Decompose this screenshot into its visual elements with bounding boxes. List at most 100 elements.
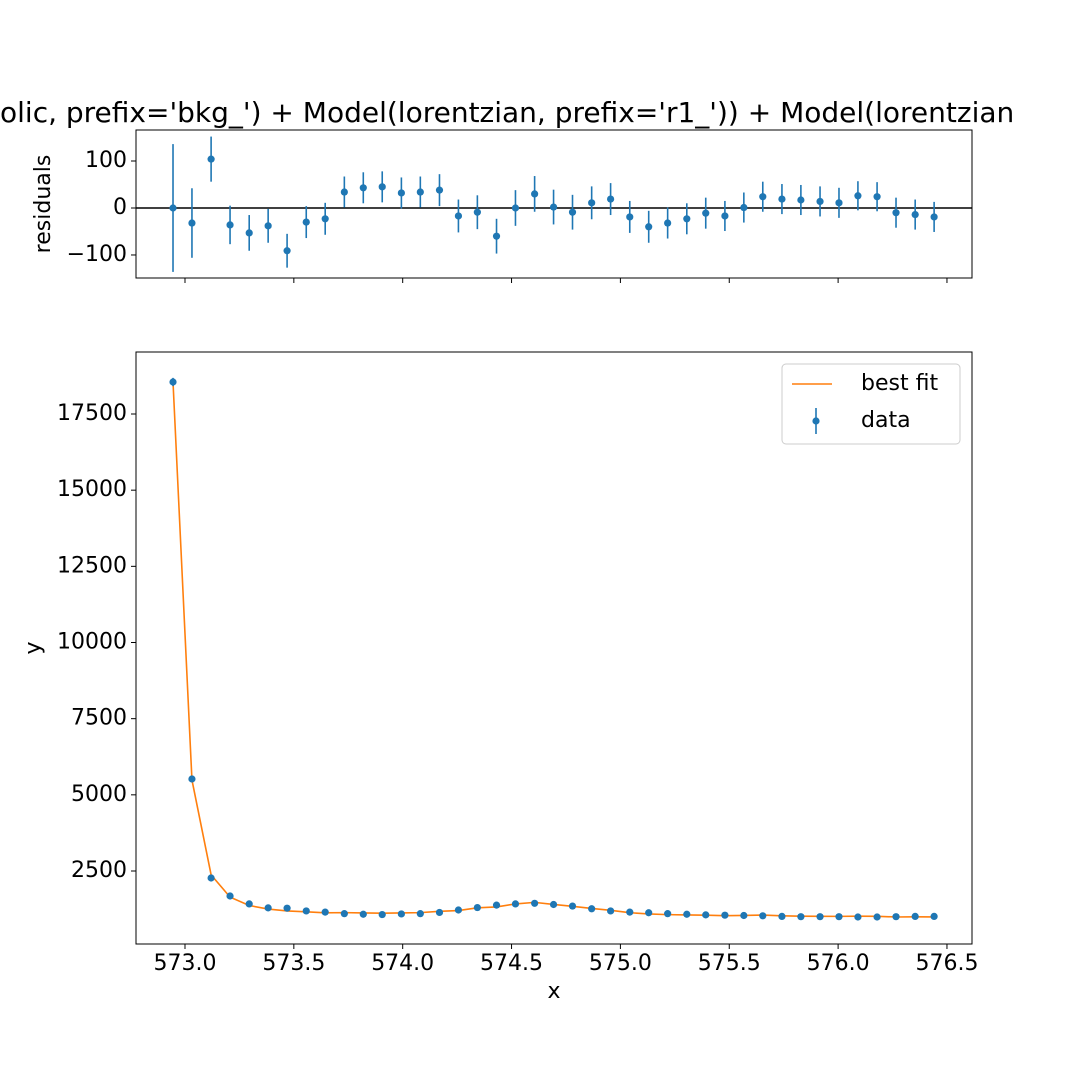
y-axis-label: residuals [31,155,56,254]
data-point [321,908,329,916]
y-tick-label: 12500 [57,553,127,578]
data-point [683,910,691,918]
data-point [378,183,386,191]
y-tick-label: 100 [85,148,127,173]
y-tick-label: 10000 [57,630,127,655]
data-point [588,199,596,207]
data-point [797,913,805,921]
data-point [169,204,177,212]
data-point [816,197,824,206]
data-point [454,906,463,914]
data-point [188,775,196,783]
data-point [626,213,634,221]
data-point [759,193,767,201]
data-point [835,913,843,921]
data-point [930,213,938,221]
data-point [435,186,444,194]
axes-frame [135,351,973,945]
x-axis-label: x [547,979,560,1004]
data-point [892,913,900,921]
data-point [188,219,196,227]
data-point [226,221,234,229]
data-point [702,911,710,919]
data-point [778,912,786,920]
data-point [759,912,767,920]
data-point [511,204,520,212]
data-point [911,210,919,219]
data-point [892,209,900,217]
x-tick-label: 575.5 [698,951,761,976]
legend-label: data [861,408,911,433]
data-point [854,192,862,200]
legend-marker [812,417,820,425]
y-tick-label: 2500 [71,858,127,883]
data-point [873,193,881,201]
data-point [340,188,348,196]
data-point [245,900,253,908]
x-tick-label: 576.5 [915,951,978,976]
data-point [378,910,386,919]
data-point [492,901,501,909]
y-tick-label: 7500 [71,706,127,731]
data-point [568,902,577,910]
chart-title: olic, prefix='bkg_') + Model(lorentzian,… [0,96,1014,129]
data-point [473,208,481,216]
x-tick-label: 573.5 [262,951,325,976]
data-point [416,188,424,196]
data-point [740,203,748,212]
x-tick-label: 573.0 [153,951,216,976]
data-point [549,900,558,909]
data-point [492,232,501,240]
data-point [302,907,310,915]
data-point [626,908,634,916]
x-tick-label: 574.0 [371,951,434,976]
data-point [264,904,272,912]
data-point [740,911,748,920]
fit-line [172,381,935,918]
data-point [568,208,577,216]
data-point [245,229,253,237]
data-point [816,913,824,921]
data-point [930,912,938,920]
data-point [359,184,367,192]
data-point [435,908,444,917]
data-point [797,196,805,204]
data-point [416,910,424,918]
data-point [645,909,653,917]
x-tick-label: 576.0 [807,951,870,976]
legend-label: best fit [861,371,938,396]
data-point [359,910,367,918]
data-point [911,912,919,920]
data-point [169,378,177,386]
data-point [283,904,291,912]
axes-frame [135,129,973,279]
data-point [531,190,539,198]
y-tick-label: 17500 [57,401,127,426]
data-point [721,911,729,919]
data-point [607,195,615,203]
data-point [531,899,539,907]
data-point [340,910,348,918]
data-point [473,903,481,912]
x-tick-label: 574.5 [480,951,543,976]
data-point [664,219,672,227]
x-tick-label: 575.0 [589,951,652,976]
data-point [207,155,215,163]
data-point [207,874,215,882]
data-point [873,913,881,921]
data-point [321,215,329,223]
data-point [549,203,558,211]
data-point [397,910,405,918]
data-point [283,247,291,255]
data-point [454,212,463,220]
data-point [664,910,672,918]
data-point [835,199,843,207]
data-point [702,209,710,217]
data-point [645,223,653,231]
y-axis-label: y [21,641,46,654]
data-point [302,218,310,226]
y-tick-label: 0 [113,195,127,220]
y-tick-label: 5000 [71,782,127,807]
data-point [607,907,615,915]
